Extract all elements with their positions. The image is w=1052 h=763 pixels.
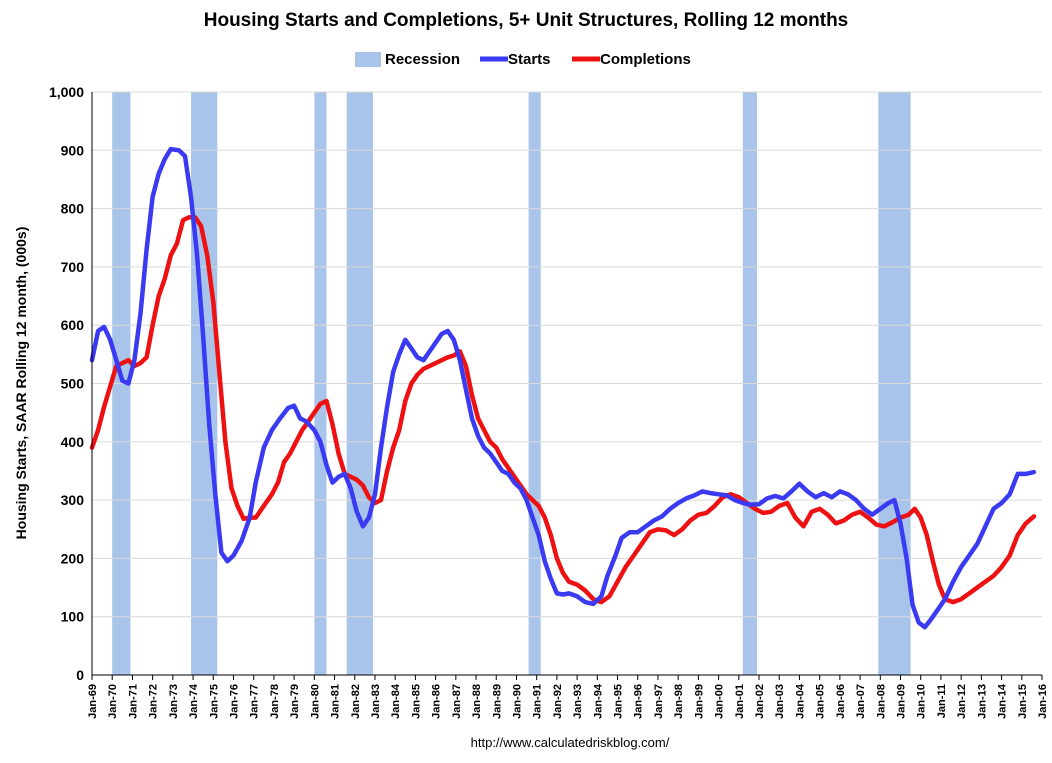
x-tick-label: Jan-91 (532, 684, 544, 719)
x-tick-label: Jan-95 (613, 684, 625, 719)
x-tick-label: Jan-88 (471, 684, 483, 719)
x-tick-labels: Jan-69 Jan-70 Jan-71 Jan-72 Jan-73 Jan-74 Jan-… (87, 675, 1049, 719)
x-tick-label: Jan-96 (633, 684, 645, 719)
x-tick-label: Jan-13 (976, 684, 988, 719)
x-tick-label: Jan-16 (1037, 684, 1049, 719)
x-tick-label: Jan-98 (673, 684, 685, 719)
y-tick-labels: 0 100 200 300 400 500 600 700 800 900 1,000 (49, 84, 84, 683)
y-tick-label: 900 (61, 142, 85, 158)
y-tick-label: 800 (61, 201, 85, 217)
y-tick-label: 600 (61, 317, 85, 333)
x-tick-label: Jan-03 (774, 684, 786, 719)
x-tick-label: Jan-06 (835, 684, 847, 719)
legend: Recession Starts Completions (355, 51, 691, 68)
x-tick-label: Jan-15 (1017, 684, 1029, 719)
x-tick-label: Jan-85 (410, 684, 422, 719)
x-tick-label: Jan-10 (916, 684, 928, 719)
x-tick-label: Jan-73 (168, 684, 180, 719)
x-tick-label: Jan-84 (390, 683, 402, 719)
source-url: http://www.calculatedriskblog.com/ (471, 735, 670, 750)
x-tick-label: Jan-90 (511, 684, 523, 719)
x-tick-label: Jan-89 (491, 684, 503, 719)
x-tick-label: Jan-01 (734, 684, 746, 719)
y-tick-label: 200 (61, 550, 85, 566)
x-tick-label: Jan-92 (552, 684, 564, 719)
x-tick-label: Jan-08 (875, 684, 887, 719)
x-tick-label: Jan-93 (572, 684, 584, 719)
x-tick-label: Jan-09 (896, 684, 908, 719)
x-tick-label: Jan-04 (794, 683, 806, 719)
legend-label-recession: Recession (385, 51, 460, 68)
axes (91, 92, 1042, 676)
legend-label-completions: Completions (600, 51, 691, 68)
x-tick-label: Jan-80 (309, 684, 321, 719)
x-tick-label: Jan-11 (936, 684, 948, 718)
x-tick-label: Jan-02 (754, 684, 766, 719)
x-tick-label: Jan-97 (653, 684, 665, 719)
x-tick-label: Jan-77 (249, 684, 261, 719)
series-lines (89, 146, 1037, 630)
legend-swatch-recession (355, 52, 381, 67)
x-tick-label: Jan-82 (350, 684, 362, 719)
x-tick-label: Jan-71 (127, 684, 139, 719)
x-tick-label: Jan-75 (208, 684, 220, 719)
x-tick-label: Jan-72 (148, 684, 160, 719)
x-tick-label: Jan-69 (87, 684, 99, 719)
y-tick-label: 300 (61, 492, 85, 508)
y-tick-label: 500 (61, 376, 85, 392)
y-axis-label: Housing Starts, SAAR Rolling 12 month, (… (13, 227, 29, 540)
x-tick-label: Jan-74 (188, 683, 200, 719)
x-tick-label: Jan-86 (431, 684, 443, 719)
x-tick-label: Jan-14 (997, 683, 1009, 719)
x-tick-label: Jan-79 (289, 684, 301, 719)
x-tick-label: Jan-05 (815, 684, 827, 719)
legend-label-starts: Starts (508, 51, 551, 68)
x-tick-label: Jan-78 (269, 684, 281, 719)
y-tick-label: 0 (76, 667, 84, 683)
y-tick-label: 1,000 (49, 84, 84, 100)
x-tick-label: Jan-87 (451, 684, 463, 719)
x-tick-label: Jan-83 (370, 684, 382, 719)
gridlines (92, 91, 1042, 618)
series-line-starts (89, 146, 1037, 630)
y-tick-label: 100 (61, 609, 85, 625)
x-tick-label: Jan-94 (592, 683, 604, 719)
x-tick-label: Jan-99 (693, 684, 705, 719)
x-tick-label: Jan-00 (714, 684, 726, 719)
y-tick-label: 700 (61, 259, 85, 275)
chart-title: Housing Starts and Completions, 5+ Unit … (204, 10, 849, 31)
x-tick-label: Jan-70 (107, 684, 119, 719)
x-tick-label: Jan-07 (855, 684, 867, 719)
series-line-completions (89, 215, 1037, 605)
y-tick-label: 400 (61, 434, 85, 450)
x-tick-label: Jan-81 (330, 684, 342, 719)
x-tick-label: Jan-76 (228, 684, 240, 719)
x-tick-label: Jan-12 (956, 684, 968, 719)
